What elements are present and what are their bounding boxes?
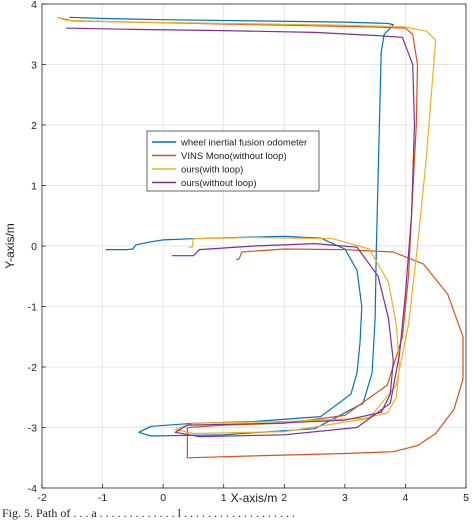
x-tick-label-2: 0 [160, 492, 166, 504]
legend-box [146, 130, 320, 192]
axis-ticks: -2 -1 0 1 2 3 4 5 -4 -3 -2 -1 0 1 2 3 4 [28, 0, 469, 504]
legend: wheel inertial fusion odometer VINS Mono(… [146, 130, 320, 192]
x-axis-label: X-axis/m [231, 491, 278, 505]
x-tick-label-5: 3 [342, 492, 348, 504]
y-tick-label-2: -2 [28, 362, 37, 374]
legend-label-0: wheel inertial fusion odometer [180, 138, 307, 149]
legend-label-2: ours(with loop) [181, 165, 243, 176]
y-tick-label-6: 2 [31, 120, 37, 132]
x-tick-label-0: -2 [37, 492, 46, 504]
y-tick-label-4: 0 [31, 241, 37, 253]
x-tick-label-4: 2 [281, 492, 287, 504]
x-tick-label-3: 1 [221, 492, 227, 504]
legend-label-1: VINS Mono(without loop) [181, 151, 287, 162]
figure-caption: Fig. 5. Path of . . . a . . . . . . . . … [2, 506, 295, 520]
y-tick-label-1: -3 [28, 423, 37, 435]
chart-svg: -2 -1 0 1 2 3 4 5 -4 -3 -2 -1 0 1 2 3 4 X-axis/m Y-axis/… [3, 0, 469, 505]
y-axis-label: Y-axis/m [3, 223, 17, 269]
x-tick-label-1: -1 [98, 492, 107, 504]
y-tick-label-8: 4 [31, 0, 37, 11]
x-tick-label-6: 4 [403, 492, 409, 504]
legend-label-3: ours(without loop) [181, 178, 257, 189]
series-line-1 [56, 16, 464, 459]
y-tick-label-3: -1 [28, 302, 37, 314]
y-tick-label-7: 3 [31, 60, 37, 72]
series-line-2 [56, 16, 437, 435]
series-lines [56, 16, 464, 459]
y-tick-label-5: 1 [31, 181, 37, 193]
x-tick-label-7: 5 [463, 492, 469, 504]
y-tick-label-0: -4 [28, 483, 37, 495]
series-line-3 [66, 27, 416, 438]
